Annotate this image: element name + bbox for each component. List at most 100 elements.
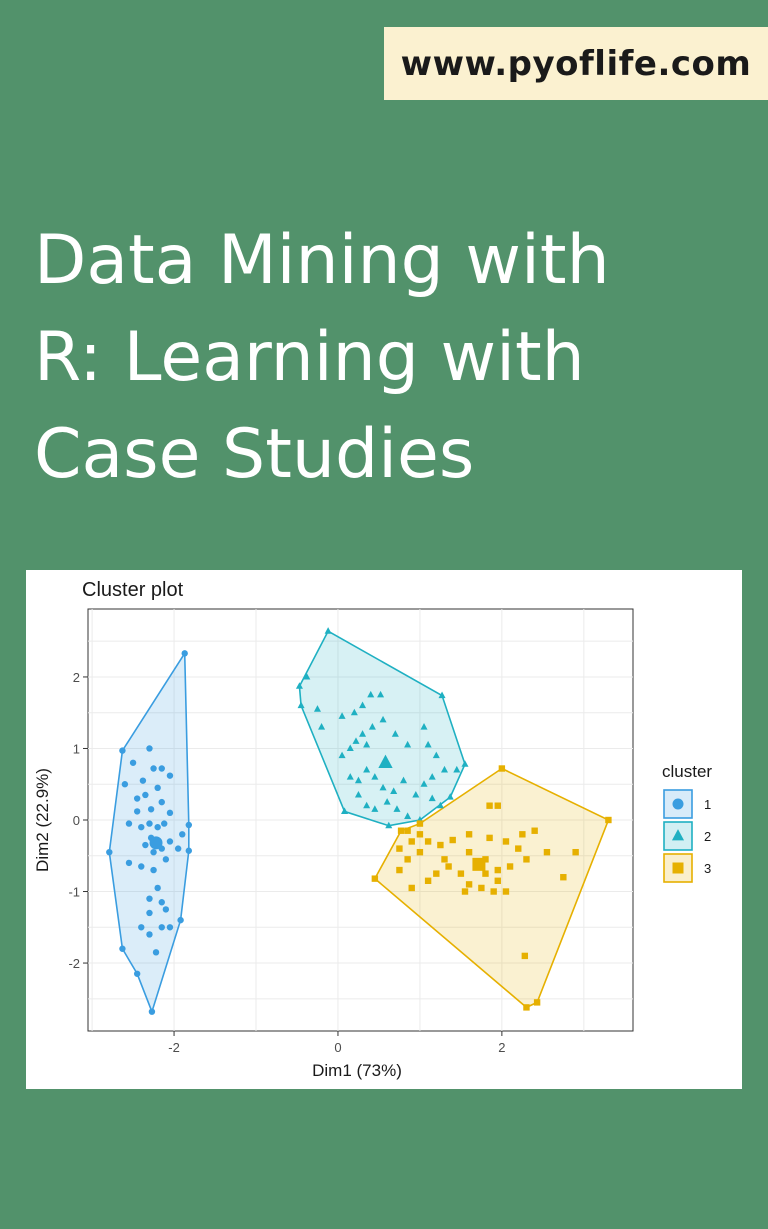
legend-label-2: 2 xyxy=(704,829,711,844)
cluster-1-point xyxy=(185,821,193,829)
cluster-1-point xyxy=(129,759,137,766)
cluster-3-point xyxy=(531,827,538,834)
cluster-1-point xyxy=(146,745,153,752)
cluster-2-point xyxy=(428,794,436,802)
cluster-3-point xyxy=(396,866,403,874)
cluster-3-point xyxy=(433,870,440,877)
cluster-2-point xyxy=(438,691,446,699)
cluster-3-point xyxy=(494,877,501,884)
cluster-1-point xyxy=(154,823,161,831)
cluster-3-point xyxy=(424,838,432,845)
cluster-3-point xyxy=(465,881,473,888)
cluster-3-point xyxy=(502,838,510,845)
cluster-3-point xyxy=(506,863,514,870)
cluster-2-point xyxy=(424,740,432,748)
cluster-2-point xyxy=(420,723,428,730)
cluster-3-point xyxy=(605,816,612,824)
cluster-1-point xyxy=(142,791,149,799)
x-tick-label: 0 xyxy=(334,1040,341,1055)
cluster-3-point xyxy=(408,884,415,892)
cluster-1-point xyxy=(158,899,165,906)
cluster-3-point xyxy=(465,831,473,838)
cluster-1-point xyxy=(162,856,170,863)
cluster-2-point xyxy=(352,737,360,744)
cluster-1-point xyxy=(166,772,174,779)
x-axis-label: Dim1 (73%) xyxy=(312,1061,402,1080)
cluster-2-point xyxy=(297,701,305,709)
cluster-2-point xyxy=(368,723,376,730)
cluster-3-point xyxy=(441,856,448,863)
cluster-1-point xyxy=(125,859,133,867)
cluster-1-point xyxy=(146,895,153,902)
cluster-2-point xyxy=(359,701,367,709)
cluster-2-point xyxy=(461,760,469,767)
cluster-2-point xyxy=(446,793,454,800)
legend-title: cluster xyxy=(662,762,712,781)
cluster-1-point xyxy=(106,848,113,856)
cluster-2-point xyxy=(338,712,346,719)
y-tick-label: -2 xyxy=(68,956,80,971)
y-axis-label: Dim2 (22.9%) xyxy=(33,768,52,872)
legend-symbol-2 xyxy=(671,829,685,841)
cluster-2-point xyxy=(379,715,387,723)
cluster-2-point xyxy=(404,812,412,819)
cluster-1-point xyxy=(158,924,165,931)
cluster-3-point xyxy=(457,870,465,877)
cluster-3-point xyxy=(543,848,551,856)
cluster-2-point xyxy=(367,690,375,698)
y-tick-label: 2 xyxy=(73,670,80,685)
cluster-2-point xyxy=(400,776,408,784)
cluster-3-point xyxy=(521,952,529,960)
legend-symbol-3 xyxy=(672,862,684,874)
y-tick-label: 1 xyxy=(73,741,80,756)
cluster-1-point xyxy=(139,777,147,784)
cluster-3-point xyxy=(523,856,530,863)
cluster-3-point xyxy=(449,836,456,844)
cluster-2-point xyxy=(354,790,362,798)
cluster-1-point xyxy=(158,798,165,806)
book-title-line: R: Learning with xyxy=(34,318,585,397)
cluster-2-point xyxy=(432,751,440,759)
cluster-3-point xyxy=(416,820,424,827)
book-title-line: Case Studies xyxy=(34,415,475,494)
cluster-1-point xyxy=(166,809,174,817)
cluster-2-point xyxy=(363,765,371,773)
cluster-1-point xyxy=(125,820,133,827)
cluster-1-point xyxy=(146,931,153,938)
cluster-3-point xyxy=(461,888,469,895)
cluster-1-point xyxy=(133,808,141,815)
cluster-3-point xyxy=(437,841,444,849)
cluster-1-point xyxy=(133,970,141,977)
cluster-3-point xyxy=(416,831,424,838)
cluster-2-point xyxy=(354,776,362,784)
cluster-1-point xyxy=(121,781,129,788)
legend-label-3: 3 xyxy=(704,861,711,876)
cluster-2-point xyxy=(346,744,354,752)
cluster-1-point xyxy=(161,820,168,827)
cluster-2-point xyxy=(453,765,461,773)
cluster-2-hull xyxy=(298,630,466,827)
y-tick-label: 0 xyxy=(73,813,80,828)
cluster-1-point xyxy=(181,650,188,657)
cluster-3-point xyxy=(482,870,489,877)
cluster-3-point xyxy=(560,874,567,881)
cluster-1-point xyxy=(166,924,174,931)
cluster-2-point xyxy=(359,730,367,737)
cluster-3-point xyxy=(478,884,485,892)
x-tick-label: 2 xyxy=(498,1040,505,1055)
cluster-3-point xyxy=(519,831,526,838)
x-tick-label: -2 xyxy=(168,1040,180,1055)
cluster-2-point xyxy=(383,798,391,805)
cluster-3-point xyxy=(404,856,411,863)
site-url: www.pyoflife.com xyxy=(400,43,752,84)
legend-label-1: 1 xyxy=(704,797,711,812)
cluster-1-point xyxy=(162,906,170,913)
cluster-2-point xyxy=(363,740,371,748)
cluster-1-point xyxy=(119,945,126,952)
legend: cluster 1 2 3 xyxy=(662,762,712,883)
cluster-1-point xyxy=(119,747,126,754)
cluster-1-point xyxy=(133,795,141,802)
cluster-2-point xyxy=(324,627,332,634)
cluster-hulls xyxy=(108,630,610,1015)
cluster-2-point xyxy=(318,723,326,730)
